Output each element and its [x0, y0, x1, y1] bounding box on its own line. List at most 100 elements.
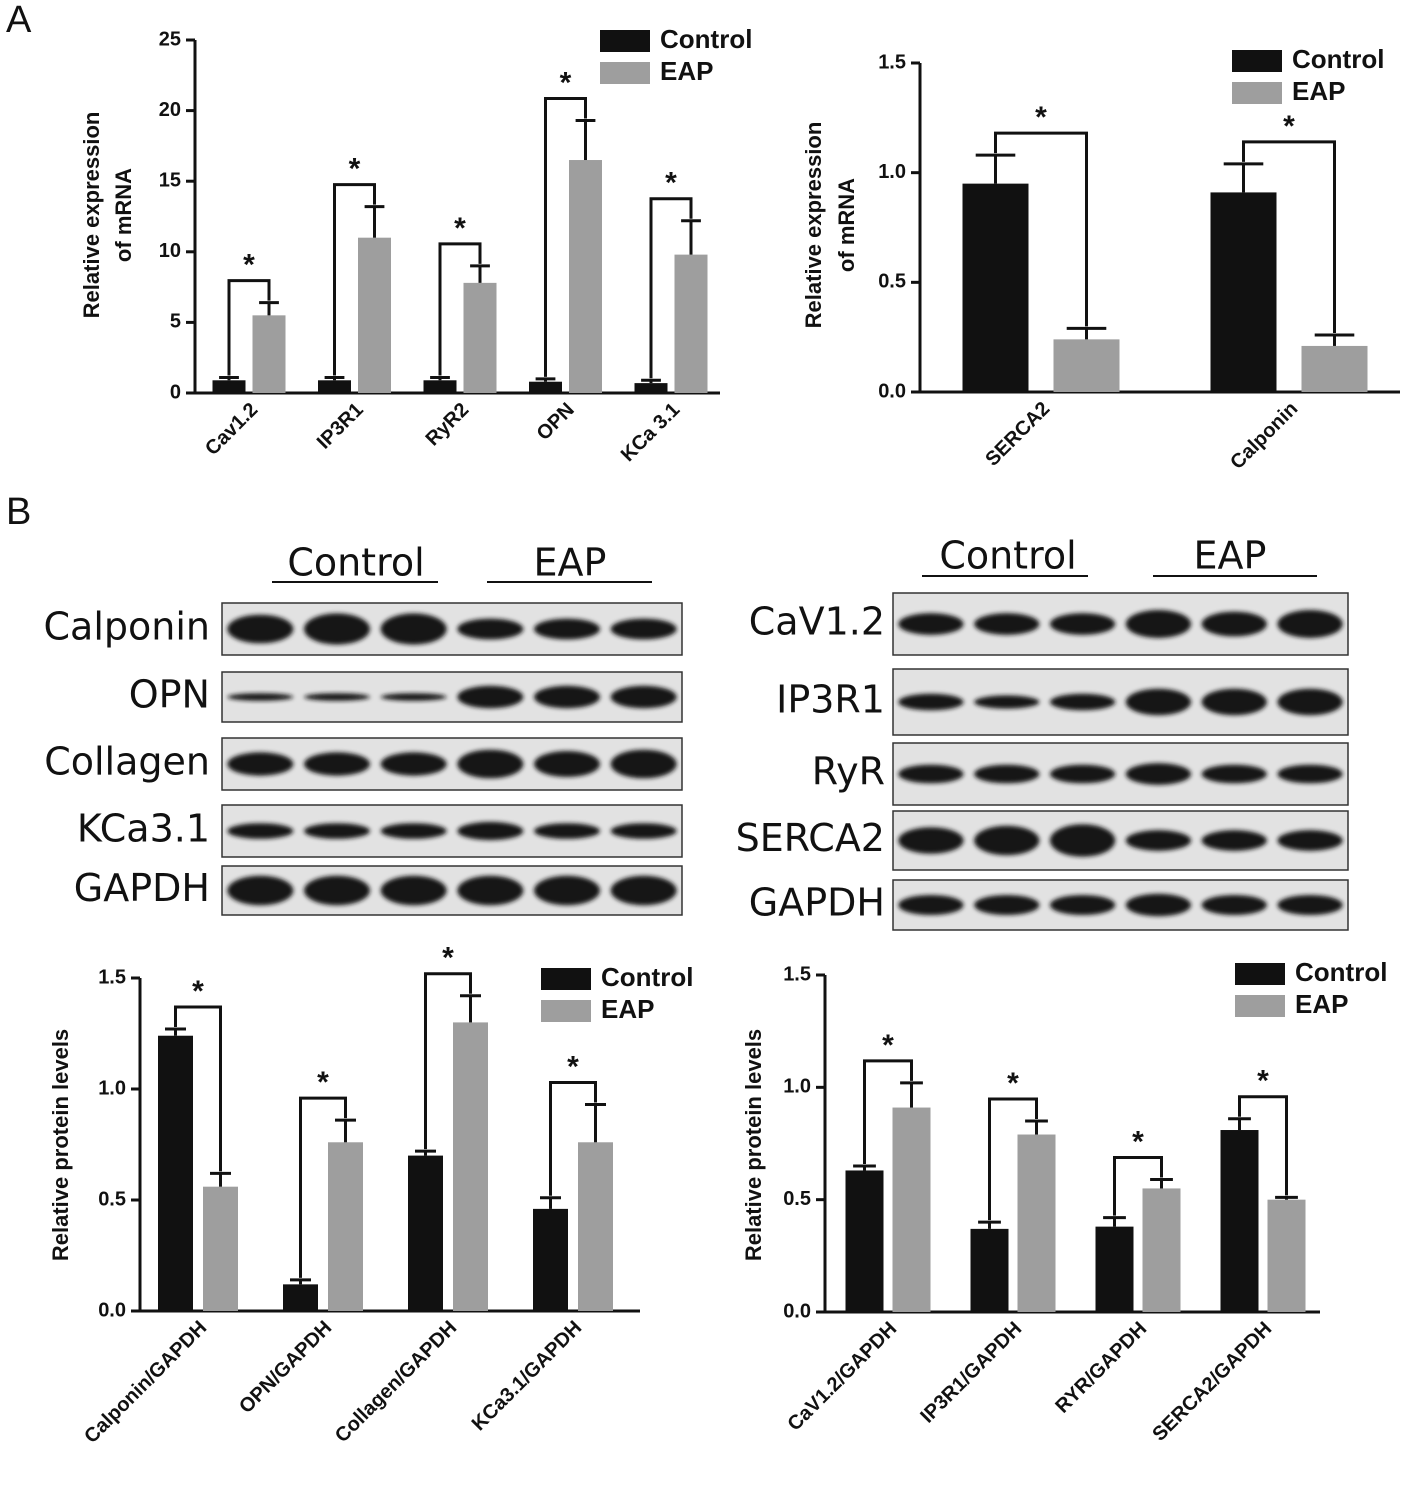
- y-tick-label: 0.5: [98, 1188, 126, 1210]
- bar: [212, 380, 246, 393]
- blot-band: [974, 613, 1040, 635]
- blot-band: [457, 685, 524, 709]
- blot-band: [610, 749, 677, 779]
- legend-swatch: [600, 62, 650, 84]
- bar: [453, 1022, 488, 1311]
- bar: [252, 315, 286, 393]
- significance-bracket: [549, 1081, 597, 1196]
- y-tick-label: 0.5: [783, 1188, 811, 1210]
- bar: [533, 1208, 568, 1311]
- blot-group-label: EAP: [1194, 534, 1267, 578]
- blot-band: [1125, 830, 1192, 851]
- bar: [463, 282, 497, 393]
- blot-band: [380, 613, 447, 645]
- bar: [1210, 192, 1277, 392]
- x-tick-label: Cav1.2: [201, 399, 262, 460]
- blot-membrane: [221, 804, 683, 858]
- y-tick-label: 1.5: [878, 51, 906, 73]
- blot-band: [1277, 764, 1343, 784]
- panel-label: B: [6, 491, 31, 533]
- legend-swatch: [1235, 963, 1285, 985]
- blot-band: [1125, 763, 1192, 785]
- bar: [962, 183, 1029, 392]
- x-tick-label: Collagen/GAPDH: [331, 1317, 461, 1447]
- blot-band: [304, 752, 370, 776]
- bar: [408, 1155, 443, 1311]
- bar: [1142, 1188, 1181, 1312]
- bar: [1095, 1226, 1134, 1312]
- bar: [318, 380, 351, 393]
- blot-band: [1201, 688, 1267, 716]
- bar: [1301, 345, 1368, 392]
- blot-band: [304, 875, 370, 906]
- legend-label: EAP: [1292, 76, 1345, 106]
- y-tick-label: 15: [159, 169, 181, 191]
- x-tick-label: OPN/GAPDH: [235, 1317, 336, 1418]
- panel-label: A: [6, 0, 32, 41]
- blot-band: [1049, 613, 1116, 635]
- significance-bracket: [174, 1005, 222, 1172]
- bar: [970, 1228, 1009, 1312]
- blot-band: [304, 613, 370, 645]
- blot-band: [534, 618, 600, 640]
- significance-bracket: [299, 1096, 347, 1278]
- y-tick-label: 0: [170, 381, 181, 403]
- significance-bracket: [863, 1059, 913, 1164]
- significance-bracket: [1238, 1095, 1288, 1196]
- y-tick-label: 5: [170, 311, 181, 333]
- bar: [569, 160, 602, 393]
- y-axis-label: Relative protein levels: [48, 1029, 73, 1261]
- y-tick-label: 0.0: [98, 1299, 126, 1321]
- significance-bracket: [424, 972, 472, 1150]
- blot-band: [898, 613, 964, 635]
- significance-star: *: [192, 975, 204, 1008]
- bar: [674, 254, 708, 393]
- blot-row-label: SERCA2: [736, 816, 885, 860]
- y-tick-label: 10: [159, 240, 181, 262]
- bar: [1053, 339, 1120, 392]
- significance-star: *: [1007, 1067, 1019, 1100]
- bar: [283, 1284, 318, 1311]
- legend-swatch: [1235, 995, 1285, 1017]
- blot-membrane: [892, 592, 1349, 656]
- blot-band: [227, 614, 294, 644]
- blot-membrane: [892, 810, 1349, 871]
- blot-band: [227, 693, 294, 701]
- blot-row-label: GAPDH: [749, 881, 885, 925]
- y-tick-label: 1.0: [878, 161, 906, 183]
- x-tick-label: Calponin: [1226, 398, 1302, 474]
- bar: [845, 1170, 884, 1312]
- blot-group-label: EAP: [534, 541, 607, 585]
- y-axis-label: Relative protein levels: [741, 1029, 766, 1261]
- significance-star: *: [454, 212, 466, 245]
- blot-band: [974, 764, 1040, 784]
- blot-band: [1125, 688, 1192, 716]
- blot-row-label: CaV1.2: [749, 600, 885, 644]
- significance-star: *: [1132, 1125, 1144, 1158]
- blot-membrane: [892, 742, 1349, 806]
- blot-row-label: RyR: [812, 750, 885, 794]
- blot-band: [304, 693, 370, 701]
- legend-label: EAP: [1295, 989, 1348, 1019]
- blot-membrane: [221, 602, 683, 656]
- blot-group-label: Control: [939, 534, 1076, 578]
- legend-swatch: [541, 968, 591, 990]
- blot-band: [534, 685, 600, 709]
- significance-star: *: [560, 66, 572, 99]
- x-tick-label: OPN: [533, 399, 579, 445]
- legend-label: EAP: [601, 994, 654, 1024]
- significance-bracket: [994, 131, 1088, 327]
- x-tick-label: KCa3.1/GAPDH: [468, 1317, 587, 1436]
- blot-band: [380, 823, 447, 839]
- y-axis-label: Relative expression: [801, 122, 826, 329]
- blot-membrane: [892, 668, 1349, 736]
- bar: [358, 237, 391, 393]
- blot-band: [304, 823, 370, 839]
- legend-swatch: [1232, 50, 1282, 72]
- blot-band: [534, 875, 600, 906]
- blot-row-label: IP3R1: [776, 678, 885, 722]
- blot-band: [457, 618, 524, 640]
- blot-band: [1277, 895, 1343, 915]
- blot-band: [610, 875, 677, 906]
- blot-band: [898, 895, 964, 915]
